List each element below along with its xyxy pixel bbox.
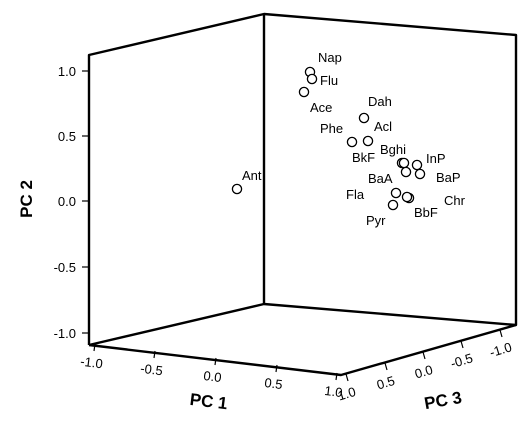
data-point-inp [411, 159, 423, 171]
x-tick-label: -1.0 [80, 354, 104, 372]
z-axis-title: PC 3 [423, 388, 464, 413]
point-label-dah: Dah [368, 94, 392, 109]
z-tick-mark [384, 362, 388, 371]
box-back-bottom-right-edge [263, 302, 517, 327]
x-axis-title: PC 1 [189, 390, 229, 413]
data-point-flu [306, 73, 318, 85]
data-point-ant [231, 183, 243, 195]
point-label-inp: InP [426, 151, 446, 166]
data-point-chr [401, 191, 413, 203]
z-tick-label: 1.0 [336, 384, 358, 404]
point-label-ace: Ace [310, 100, 332, 115]
z-tick-label: -1.0 [488, 339, 514, 360]
z-tick-label: 0.5 [375, 373, 397, 393]
x-tick-label: 0.0 [203, 368, 223, 385]
x-tick-label: 1.0 [324, 383, 344, 400]
data-point-dah [358, 112, 370, 124]
tick-marks [82, 70, 503, 382]
point-label-bap: BaP [436, 170, 461, 185]
point-label-ant: Ant [242, 168, 262, 183]
point-label-baa: BaA [368, 171, 393, 186]
y-tick-label: 1.0 [58, 64, 76, 79]
z-tick-mark [499, 329, 503, 338]
z-tick-mark [460, 340, 464, 349]
y-tick-label: 0.0 [58, 194, 76, 209]
tick-labels: -1.0-0.50.00.51.0-1.0 -0.5 0.0 0.5 1.01.00.5… [54, 64, 514, 404]
x-tick-label: -0.5 [140, 361, 164, 379]
x-tick-label: 0.5 [264, 375, 284, 392]
z-tick-label: -0.5 [449, 350, 475, 371]
plot-box [87, 12, 518, 377]
point-label-flu: Flu [320, 73, 338, 88]
point-label-bkf: BkF [352, 150, 375, 165]
data-point-baa [400, 166, 412, 178]
x-tick-mark [335, 372, 338, 381]
z-tick-mark [345, 373, 349, 382]
z-tick-mark [422, 351, 426, 360]
point-label-phe: Phe [320, 121, 343, 136]
point-label-nap: Nap [318, 50, 342, 65]
x-tick-mark [214, 357, 217, 366]
x-tick-mark [93, 343, 96, 352]
point-label-bbf: BbF [414, 205, 438, 220]
data-point-ace [298, 86, 310, 98]
data-points: Nap Flu Ace Dah Acl Phe Bghi BkF InP BaA BaP Ant Fla… [231, 50, 466, 228]
x-tick-mark [275, 364, 278, 373]
box-back-bottom-left-edge [88, 302, 265, 347]
data-point-bkf [398, 157, 410, 169]
point-label-fla: Fla [346, 187, 365, 202]
point-label-pyr: Pyr [366, 213, 386, 228]
point-label-bghi: Bghi [380, 142, 406, 157]
z-tick-label: 0.0 [413, 362, 435, 382]
y-tick-label: -0.5 [54, 260, 76, 275]
data-point-fla [390, 187, 402, 199]
point-label-chr: Chr [444, 193, 466, 208]
x-tick-mark [153, 350, 156, 359]
y-tick-label: -1.0 [54, 326, 76, 341]
y-axis-title: PC 2 [17, 180, 36, 218]
y-tick-label: 0.5 [58, 129, 76, 144]
point-label-acl: Acl [374, 119, 392, 134]
box-outline [87, 12, 518, 377]
data-point-acl [362, 135, 374, 147]
data-point-phe [346, 136, 358, 148]
data-point-bap [414, 168, 426, 180]
data-point-pyr [387, 199, 399, 211]
